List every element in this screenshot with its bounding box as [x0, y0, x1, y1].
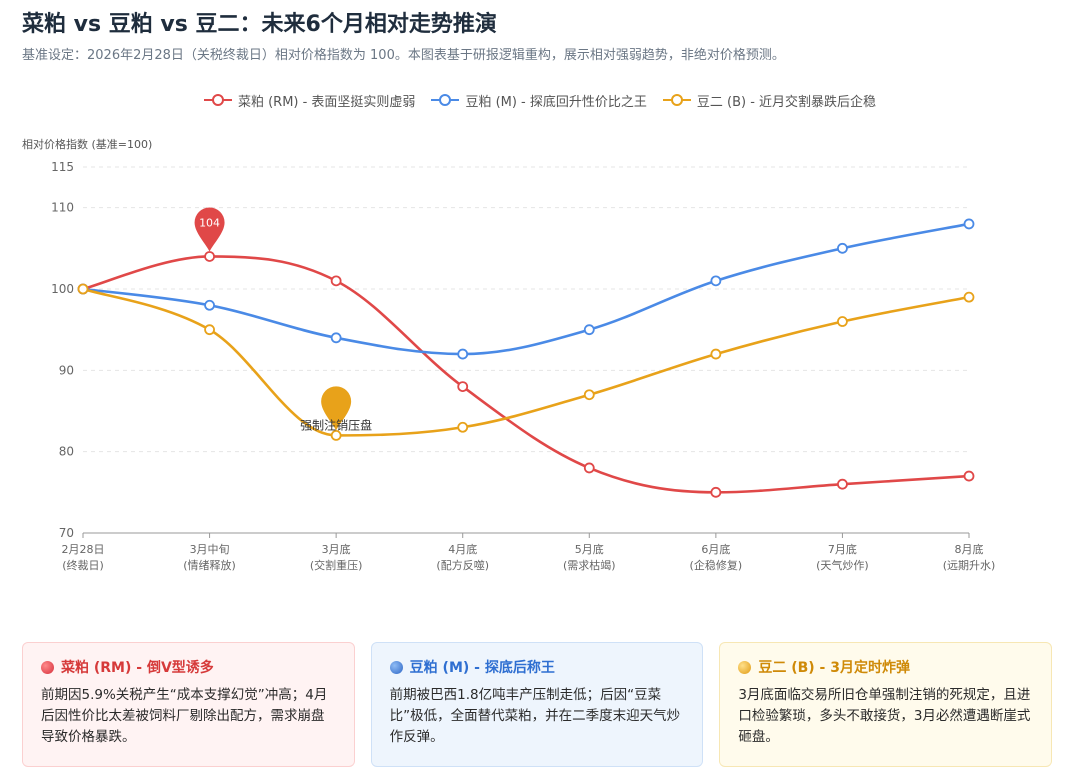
chart-title: 菜粕 vs 豆粕 vs 豆二：未来6个月相对走势推演	[22, 12, 497, 37]
card-m: 豆粕 (M) - 探底后称王 前期被巴西1.8亿吨丰产压制走低；后因“豆菜比”极…	[370, 642, 704, 767]
card-b: 豆二 (B) - 3月定时炸弹 3月底面临交易所旧仓单强制注销的死规定，且进口检…	[719, 642, 1053, 767]
data-point-rm	[204, 251, 215, 262]
legend-label-m: 豆粕 (M) - 探底回升性价比之王	[465, 94, 647, 110]
y-tick-label: 115	[51, 160, 74, 174]
y-tick-label: 110	[51, 201, 74, 215]
annotation-pin-b	[321, 386, 352, 431]
legend-item-rm[interactable]: 菜粕 (RM) - 表面坚挺实则虚弱	[203, 90, 416, 110]
y-axis-title: 相对价格指数 (基准=100)	[22, 137, 152, 151]
x-tick-label: 4月底	[448, 542, 477, 556]
legend-label-rm: 菜粕 (RM) - 表面坚挺实则虚弱	[237, 94, 416, 110]
data-point-m	[204, 299, 215, 311]
annotation-pin-rm	[194, 207, 225, 252]
x-tick-label: 8月底	[955, 542, 984, 556]
data-point-b	[837, 316, 848, 327]
y-tick-label: 80	[59, 445, 74, 459]
data-point-rm	[963, 470, 975, 482]
x-tick-sublabel: (情绪释放)	[183, 558, 236, 572]
data-point-rm	[837, 478, 848, 490]
data-point-b	[204, 324, 215, 336]
card-title-rm: 菜粕 (RM) - 倒V型诱多	[61, 660, 214, 676]
x-tick-sublabel: (天气炒作)	[816, 558, 869, 572]
data-point-b	[583, 389, 595, 401]
annotation-label-rm: 104	[199, 216, 220, 229]
x-tick-label: 5月底	[575, 542, 604, 556]
data-point-m	[583, 324, 595, 336]
card-rm: 菜粕 (RM) - 倒V型诱多 前期因5.9%关税产生“成本支撑幻觉”冲高；4月…	[22, 642, 355, 767]
data-point-b	[457, 421, 469, 433]
data-point-m	[710, 275, 722, 287]
chart-subtitle: 基准设定：2026年2月28日（关税终裁日）相对价格指数为 100。本图表基于研…	[22, 48, 785, 63]
data-point-rm	[457, 381, 469, 393]
data-point-rm	[710, 486, 722, 498]
x-tick-sublabel: (远期升水)	[943, 559, 996, 572]
y-tick-label: 70	[59, 526, 74, 540]
series-line-m	[82, 222, 970, 356]
data-point-b	[963, 291, 975, 303]
x-tick-sublabel: (终裁日)	[62, 558, 104, 572]
red-dot-icon	[41, 660, 54, 674]
legend-item-b[interactable]: 豆二 (B) - 近月交割暴跌后企稳	[662, 90, 877, 110]
y-tick-label: 100	[51, 282, 74, 296]
line-chart: 相对价格指数 (基准=100) 70 80 90 100 110 115 2月28日 (终裁日)…	[22, 137, 996, 572]
x-tick-sublabel: (企稳修复)	[690, 558, 743, 572]
data-point-m	[963, 218, 975, 230]
data-point-b	[77, 283, 89, 295]
legend-symbol-b	[662, 94, 691, 106]
legend: 菜粕 (RM) - 表面坚挺实则虚弱 豆粕 (M) - 探底回升性价比之王 豆二…	[0, 90, 1080, 110]
x-tick-sublabel: (需求枯竭)	[563, 558, 616, 572]
data-point-b	[330, 429, 342, 441]
legend-symbol-rm	[203, 94, 232, 106]
x-tick-label: 3月中旬	[190, 543, 230, 556]
yellow-dot-icon	[738, 660, 752, 674]
card-title-m: 豆粕 (M) - 探底后称王	[409, 660, 555, 676]
annotation-label-b: 强制注销压盘	[300, 417, 372, 432]
x-tick-label: 3月底	[322, 542, 351, 556]
data-point-m	[457, 348, 469, 360]
y-tick-label: 90	[59, 363, 74, 377]
data-point-m	[330, 332, 342, 344]
card-title-b: 豆二 (B) - 3月定时炸弹	[758, 660, 910, 676]
x-tick-sublabel: (配方反噬)	[436, 558, 489, 572]
x-tick-label: 6月底	[701, 542, 730, 556]
series-line-b	[82, 287, 970, 437]
data-point-b	[710, 348, 722, 360]
legend-item-m[interactable]: 豆粕 (M) - 探底回升性价比之王	[431, 90, 647, 110]
summary-cards: 菜粕 (RM) - 倒V型诱多 前期因5.9%关税产生“成本支撑幻觉”冲高；4月…	[22, 642, 1053, 767]
data-point-m	[837, 242, 848, 254]
x-tick-label: 7月底	[828, 542, 857, 556]
legend-label-b: 豆二 (B) - 近月交割暴跌后企稳	[696, 94, 877, 110]
series-line-rm	[82, 255, 970, 494]
legend-symbol-m	[431, 94, 460, 106]
card-body-b: 3月底面临交易所旧仓单强制注销的死规定，且进口检验繁琐，多头不敢接货，3月必然遭…	[738, 687, 1031, 745]
x-tick-sublabel: (交割重压)	[310, 558, 363, 572]
card-body-rm: 前期因5.9%关税产生“成本支撑幻觉”冲高；4月后因性价比太差被饲料厂剔除出配方…	[41, 687, 328, 745]
data-point-rm	[330, 275, 342, 287]
data-point-rm	[583, 462, 595, 474]
x-tick-label: 2月28日	[62, 543, 105, 556]
blue-dot-icon	[389, 660, 403, 674]
card-body-m: 前期被巴西1.8亿吨丰产压制走低；后因“豆菜比”极低，全面替代菜粕，并在二季度末…	[389, 687, 681, 745]
